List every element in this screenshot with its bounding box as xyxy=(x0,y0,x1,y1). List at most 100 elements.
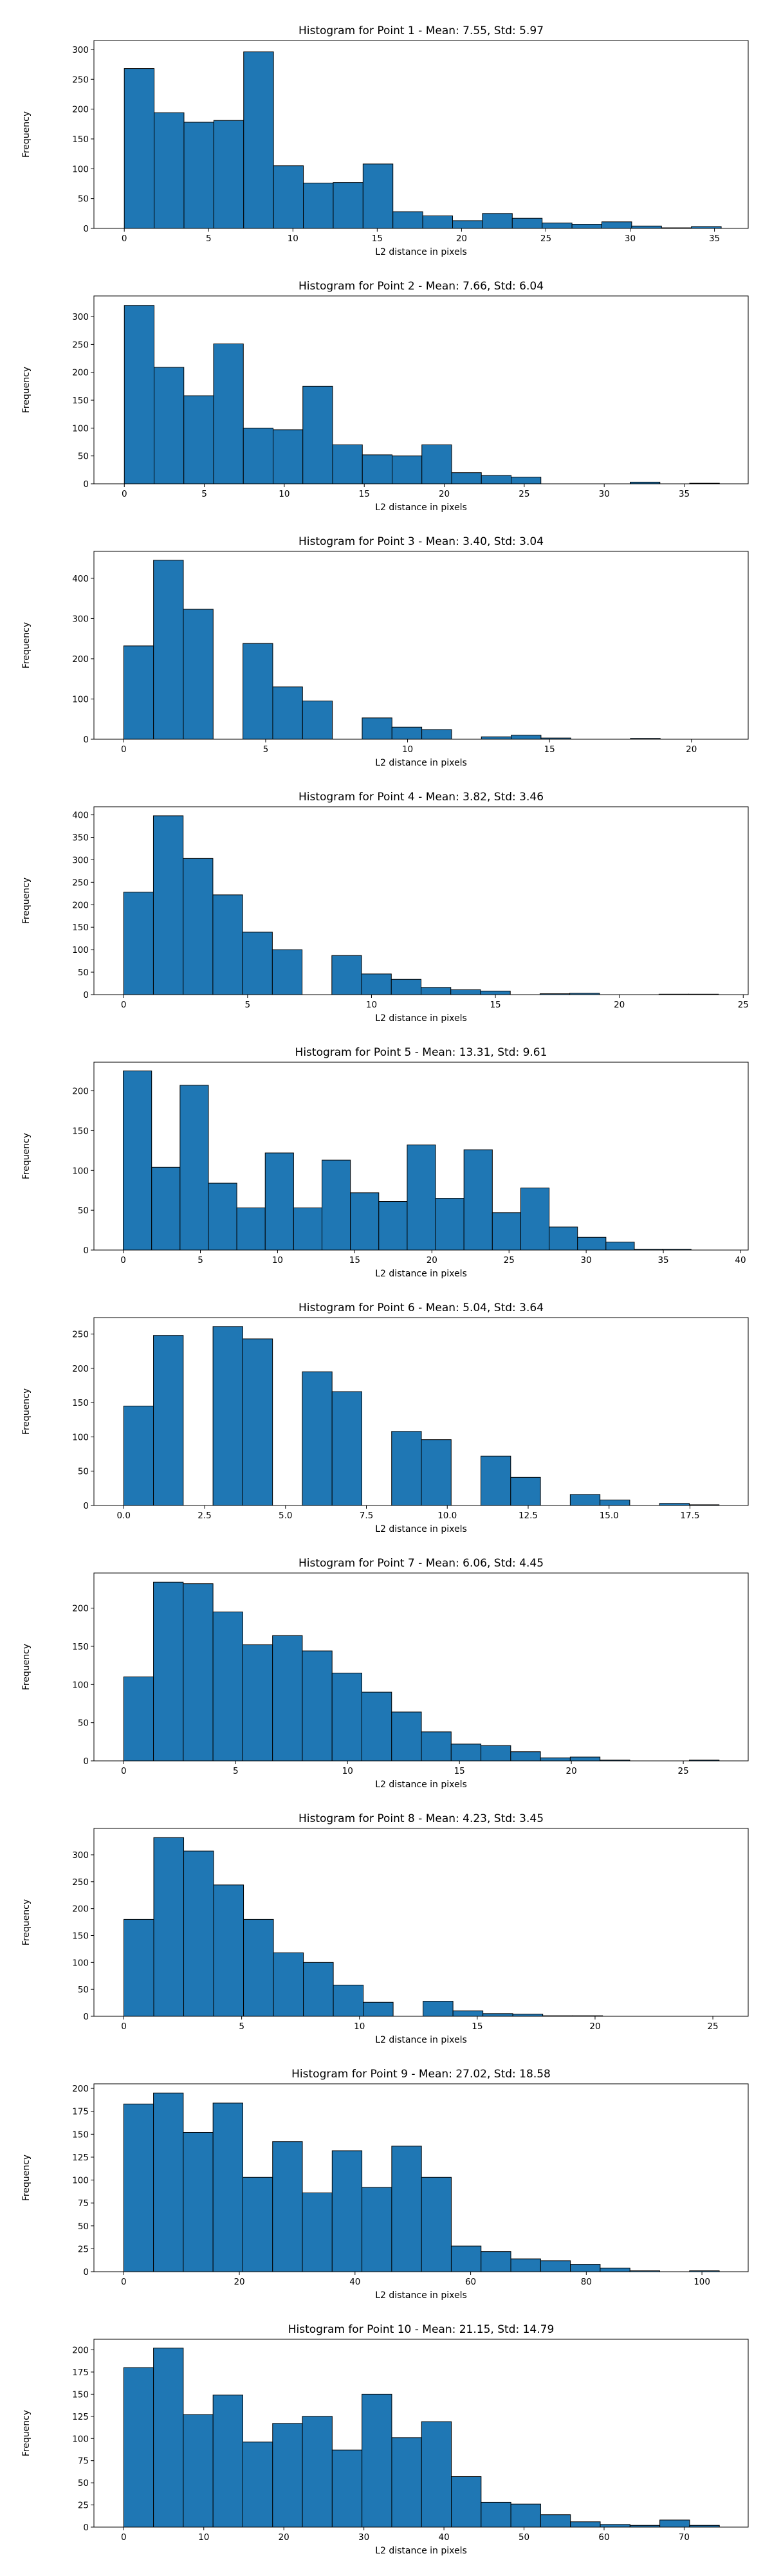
histogram-bar xyxy=(243,643,273,740)
y-tick-label: 100 xyxy=(72,945,89,955)
histogram-bar xyxy=(154,112,185,229)
y-tick-label: 150 xyxy=(72,1642,89,1652)
histogram-bar xyxy=(600,2524,630,2528)
y-axis-ticks: 0 50 100 150 200 xyxy=(72,1087,94,1256)
histogram-bar xyxy=(333,1984,364,2017)
histogram-bar xyxy=(421,987,452,995)
chart-title: Histogram for Point 5 - Mean: 13.31, Std… xyxy=(295,1046,547,1059)
x-tick-label: 25 xyxy=(504,1255,515,1265)
histogram-bar xyxy=(272,429,304,484)
histogram-bar xyxy=(407,1145,436,1251)
x-tick-label: 0 xyxy=(121,2277,127,2287)
histogram-bar xyxy=(183,1583,214,1762)
histogram-bar xyxy=(481,2501,511,2528)
y-tick-label: 150 xyxy=(72,134,89,145)
histogram-bar xyxy=(362,163,394,229)
histogram-chart-9: Histogram for Point 9 - Mean: 27.02, Std… xyxy=(21,2068,749,2301)
x-tick-label: 2.5 xyxy=(198,1511,211,1521)
histogram-bar xyxy=(124,305,154,484)
histogram-bar xyxy=(242,2176,273,2272)
y-axis-ticks: 0 50 100 150 200 250 xyxy=(72,1330,94,1511)
histogram-bar xyxy=(378,1201,408,1251)
histogram-bar xyxy=(272,2423,303,2528)
histogram-bar xyxy=(183,2414,214,2528)
histogram-bar xyxy=(302,1650,333,1762)
histogram-bar xyxy=(361,1691,392,1762)
x-tick-label: 20 xyxy=(456,234,467,244)
histogram-bar xyxy=(123,1405,154,1506)
histogram-bar xyxy=(421,1439,452,1506)
y-tick-label: 350 xyxy=(72,833,89,843)
y-axis-label: Frequency xyxy=(21,1133,32,1179)
y-tick-label: 0 xyxy=(83,479,89,490)
histogram-bar xyxy=(435,1198,464,1251)
histogram-bar xyxy=(510,2258,541,2272)
y-tick-label: 200 xyxy=(72,2084,89,2094)
histogram-bar xyxy=(601,221,632,229)
histogram-bar xyxy=(391,979,421,995)
y-tick-label: 100 xyxy=(72,694,89,704)
y-axis-label: Frequency xyxy=(21,1644,32,1690)
x-tick-label: 10.0 xyxy=(437,1511,457,1521)
histogram-bar xyxy=(540,2514,571,2528)
histogram-bar xyxy=(332,444,363,484)
histogram-bar xyxy=(659,2519,690,2528)
bars xyxy=(123,1071,692,1251)
x-tick-label: 40 xyxy=(735,1255,746,1265)
histogram-bar xyxy=(242,932,273,995)
y-tick-label: 150 xyxy=(72,396,89,406)
y-tick-label: 200 xyxy=(72,654,89,665)
histogram-bar xyxy=(212,2395,243,2528)
y-axis-label: Frequency xyxy=(21,2155,32,2201)
histogram-chart-2: Histogram for Point 2 - Mean: 7.66, Std:… xyxy=(21,280,749,513)
histogram-bar xyxy=(213,1884,244,2017)
histogram-bar xyxy=(481,1745,511,1762)
histogram-bar xyxy=(450,2245,482,2272)
x-axis-ticks: 0 5 10 15 20 25 xyxy=(121,995,749,1010)
y-tick-label: 200 xyxy=(72,1604,89,1614)
bars xyxy=(123,1581,720,1762)
y-axis-label: Frequency xyxy=(21,1388,32,1435)
histogram-bar xyxy=(212,1612,243,1762)
histogram-bar xyxy=(153,367,185,484)
histogram-bar xyxy=(492,1212,521,1251)
x-tick-label: 15 xyxy=(349,1255,360,1265)
y-tick-label: 50 xyxy=(78,452,89,462)
histogram-bar xyxy=(153,560,184,740)
x-tick-label: 15 xyxy=(372,234,383,244)
histogram-bar xyxy=(302,2193,333,2272)
y-axis-label: Frequency xyxy=(21,111,32,158)
x-tick-label: 0 xyxy=(121,1000,127,1010)
histogram-bar xyxy=(362,717,392,740)
y-axis-ticks: 0 50 100 150 200 xyxy=(72,1604,94,1767)
histogram-bar xyxy=(242,2442,273,2528)
histogram-bar xyxy=(212,2102,243,2272)
histogram-bar xyxy=(243,427,273,484)
y-tick-label: 0 xyxy=(83,1246,89,1256)
histogram-bar xyxy=(510,1751,541,1762)
histogram-chart-6: Histogram for Point 6 - Mean: 5.04, Std:… xyxy=(21,1302,749,1534)
histogram-bar xyxy=(153,1581,184,1762)
x-tick-label: 100 xyxy=(694,2277,710,2287)
y-tick-label: 150 xyxy=(72,1398,89,1408)
y-tick-label: 300 xyxy=(72,855,89,865)
histogram-bar xyxy=(511,735,542,740)
y-tick-label: 0 xyxy=(83,2267,89,2277)
x-tick-label: 60 xyxy=(598,2532,609,2543)
x-tick-label: 5 xyxy=(206,234,212,244)
histogram-bar xyxy=(510,2503,541,2528)
x-tick-label: 20 xyxy=(427,1255,437,1265)
histogram-bar xyxy=(273,165,304,229)
histogram-bar xyxy=(303,1962,334,2017)
y-tick-label: 50 xyxy=(78,1467,89,1477)
histogram-bar xyxy=(183,1850,214,2017)
x-tick-label: 15 xyxy=(490,1000,501,1010)
histogram-bar xyxy=(362,2393,392,2528)
histogram-bar xyxy=(540,2260,571,2272)
y-tick-label: 100 xyxy=(72,2434,89,2444)
y-tick-label: 50 xyxy=(78,2222,89,2232)
histogram-bar xyxy=(391,2437,422,2528)
histogram-bar xyxy=(570,2521,601,2528)
y-tick-label: 0 xyxy=(83,2012,89,2022)
